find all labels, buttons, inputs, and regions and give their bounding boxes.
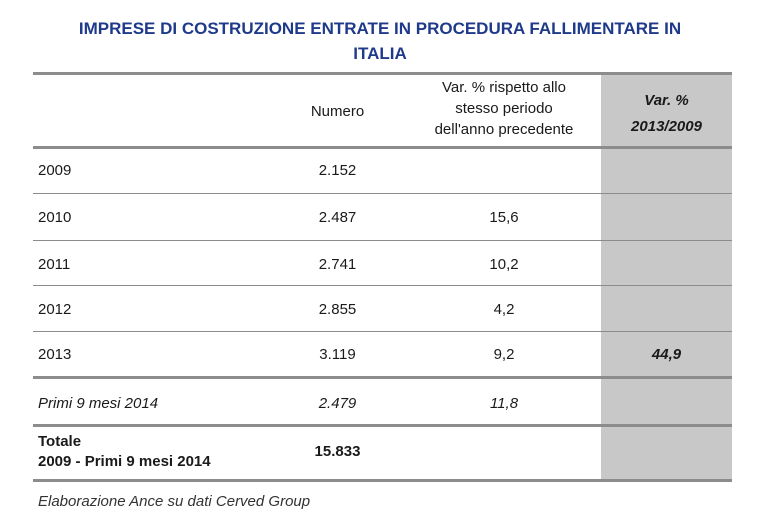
table-title: IMPRESE DI COSTRUZIONE ENTRATE IN PROCED… (40, 16, 720, 66)
row-var: 15,6 (489, 209, 519, 226)
rule-row-1 (33, 193, 732, 194)
total-label: Totale 2009 - Primi 9 mesi 2014 (38, 432, 211, 472)
row-numero: 2.741 (318, 256, 357, 273)
rule-bottom (33, 479, 732, 482)
total-label-line-1: Totale (38, 433, 82, 450)
row-label: 2012 (38, 301, 72, 318)
row-label: 2009 (38, 162, 72, 179)
row-numero: 2.152 (318, 162, 357, 179)
row-label: Primi 9 mesi 2014 (38, 395, 159, 412)
row-label: 2013 (38, 346, 72, 363)
title-line-2: ITALIA (353, 44, 407, 63)
header-numero: Numero (310, 103, 365, 120)
rule-row-6 (33, 424, 732, 427)
header-var-line-2: stesso periodo (455, 100, 553, 117)
rule-row-3 (33, 285, 732, 286)
header-var-line-1: Var. % rispetto allo (442, 79, 566, 96)
row-numero: 2.479 (318, 395, 357, 412)
total-numero: 15.833 (314, 443, 361, 460)
row-grey-value: 44,9 (651, 346, 682, 363)
rule-header (33, 146, 732, 149)
header-var: Var. % rispetto allo stesso periodo dell… (405, 77, 603, 140)
row-numero: 2.487 (318, 209, 357, 226)
source-note: Elaborazione Ance su dati Cerved Group (38, 493, 311, 510)
row-numero: 2.855 (318, 301, 357, 318)
row-label: 2010 (38, 209, 72, 226)
row-numero: 3.119 (319, 346, 356, 363)
row-label: 2011 (38, 256, 71, 273)
grey-column-bg (601, 74, 732, 481)
rule-top (33, 72, 732, 75)
header-grey-line-2: 2013/2009 (631, 118, 702, 135)
row-var: 9,2 (493, 346, 515, 363)
rule-row-5 (33, 376, 732, 379)
row-var: 4,2 (493, 301, 515, 318)
header-var-line-3: dell'anno precedente (434, 121, 574, 138)
row-var: 10,2 (489, 256, 519, 273)
rule-row-2 (33, 240, 732, 241)
header-grey: Var. % 2013/2009 (601, 88, 732, 140)
rule-row-4 (33, 331, 732, 332)
header-grey-line-1: Var. % (644, 92, 689, 109)
row-var: 11,8 (489, 395, 519, 412)
title-line-1: IMPRESE DI COSTRUZIONE ENTRATE IN PROCED… (78, 19, 682, 38)
total-label-line-2: 2009 - Primi 9 mesi 2014 (38, 453, 211, 470)
